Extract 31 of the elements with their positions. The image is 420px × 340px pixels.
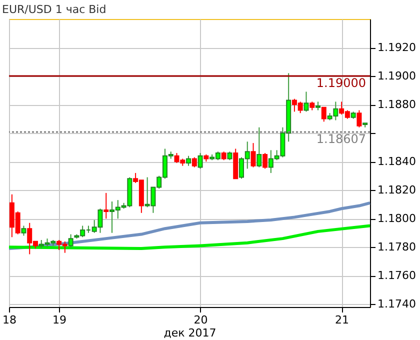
ref-line-label: 1.18607: [316, 132, 366, 146]
candlestick: [262, 152, 268, 170]
candlestick: [356, 110, 362, 128]
candlestick: [104, 192, 109, 220]
y-tick-label: 1.1800: [378, 212, 416, 226]
candlestick: [192, 156, 197, 168]
y-tick-label: 1.1920: [378, 41, 416, 54]
ref-line-label: 1.19000: [316, 76, 366, 90]
candlestick: [321, 106, 326, 122]
y-tick-label: 1.1840: [378, 155, 416, 168]
y-tick-label: 1.1820: [378, 184, 416, 197]
x-tick-label: 20: [194, 314, 208, 326]
y-tick-label: 1.1740: [378, 298, 416, 311]
candlestick: [304, 91, 309, 112]
line-series: [8, 201, 372, 250]
y-tick-label: 1.1900: [378, 70, 416, 83]
x-tick-label: 19: [52, 314, 67, 326]
x-tick-label: 21: [335, 314, 350, 326]
y-tick-label: 1.1780: [378, 240, 416, 254]
chart-title: EUR/USD 1 час Bid: [2, 3, 106, 16]
x-axis-title: дек 2017: [164, 326, 216, 340]
candlestick: [21, 225, 26, 236]
candlestick: [250, 142, 256, 168]
candlestick: [256, 126, 262, 168]
y-tick-label: 1.1760: [378, 269, 416, 282]
candlestick: [186, 155, 192, 166]
line-series: [8, 224, 372, 250]
candlestick: [198, 152, 203, 170]
candlestick: [68, 234, 74, 248]
x-tick-label: 18: [2, 314, 16, 326]
y-tick-label: 1.1880: [378, 98, 416, 112]
